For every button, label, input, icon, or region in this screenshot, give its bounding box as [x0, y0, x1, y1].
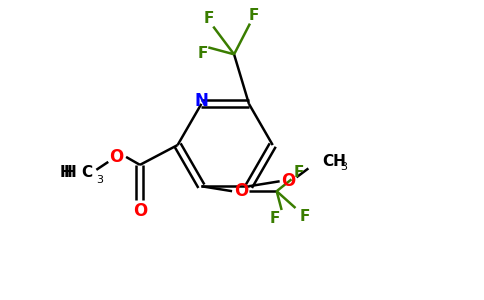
- Text: H: H: [64, 165, 76, 180]
- Text: O: O: [109, 148, 123, 166]
- Text: F: F: [270, 212, 280, 226]
- Text: O: O: [281, 172, 296, 190]
- Text: 3: 3: [96, 175, 104, 185]
- Text: F: F: [197, 46, 208, 61]
- Text: N: N: [195, 92, 208, 110]
- Text: F: F: [293, 165, 303, 180]
- Text: 3: 3: [340, 162, 347, 172]
- Text: H: H: [60, 165, 73, 180]
- Text: F: F: [299, 209, 310, 224]
- Text: F: F: [249, 8, 259, 23]
- Text: O: O: [234, 182, 248, 200]
- Text: C: C: [81, 165, 92, 180]
- Text: CH: CH: [322, 154, 346, 169]
- Text: O: O: [133, 202, 147, 220]
- Text: F: F: [204, 11, 214, 26]
